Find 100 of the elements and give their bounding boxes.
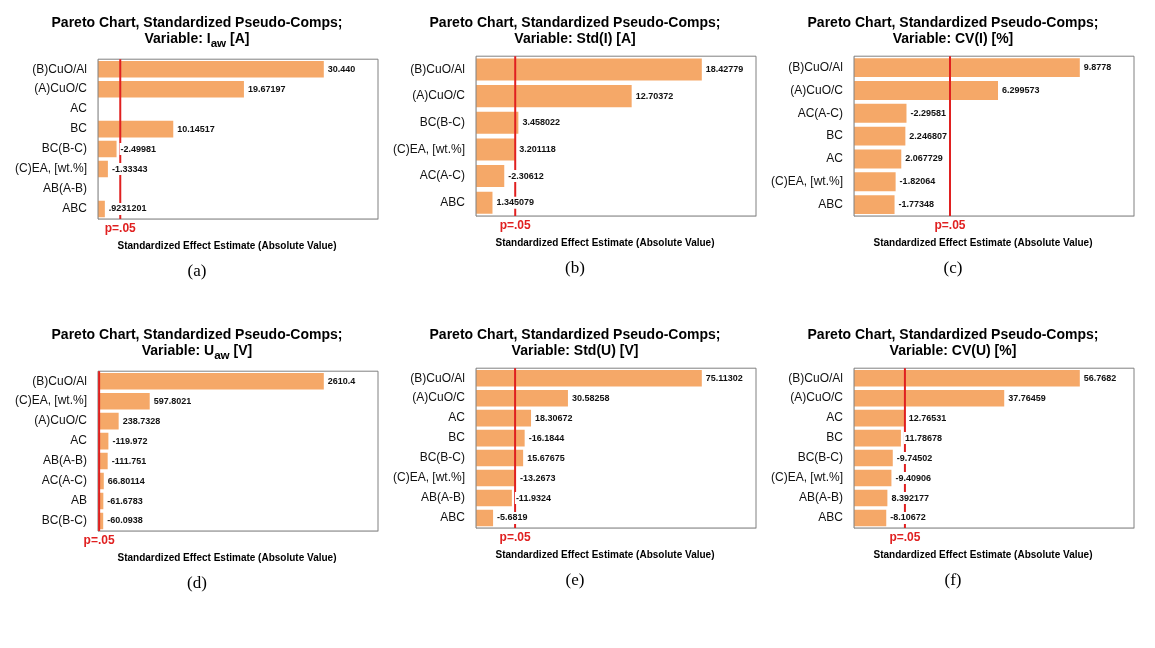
data-label: 597.8021 bbox=[153, 395, 192, 406]
y-tick-label: BC bbox=[826, 128, 844, 143]
bar bbox=[476, 409, 532, 427]
bar bbox=[476, 58, 702, 81]
bar bbox=[854, 80, 999, 100]
chart-title: Pareto Chart, Standardized Pseudo-Comps; bbox=[429, 14, 721, 30]
annotation: -111.751 bbox=[111, 455, 147, 466]
data-label: 3.201118 bbox=[519, 143, 556, 154]
chart-subtitle: Variable: Std(U) [V] bbox=[511, 342, 639, 358]
bar bbox=[476, 165, 505, 188]
chart-subtitle: Variable: CV(U) [%] bbox=[889, 342, 1017, 358]
chart-subtitle: Variable: U$_{aw}$ [V] bbox=[141, 342, 253, 361]
y-tick-label: (A)CuO/C bbox=[34, 81, 88, 96]
y-tick-label: AC bbox=[70, 433, 88, 448]
annotation: -8.10672 bbox=[890, 512, 926, 523]
y-tick-label: BC bbox=[448, 430, 466, 445]
y-tick-label: (B)CuO/Al bbox=[788, 59, 844, 74]
data-label: 18.30672 bbox=[535, 412, 573, 423]
data-label: 75.11302 bbox=[705, 372, 743, 383]
y-tick-label: (A)CuO/C bbox=[412, 88, 466, 103]
ref-line-label: p=.05 bbox=[83, 533, 115, 548]
ref-line-label: p=.05 bbox=[499, 530, 531, 545]
bar bbox=[476, 369, 702, 387]
chart-title: Pareto Chart, Standardized Pseudo-Comps; bbox=[51, 326, 343, 342]
y-tick-label: AC(A-C) bbox=[41, 473, 88, 488]
annotation: -119.972 bbox=[112, 435, 148, 446]
data-label: 30.440 bbox=[327, 63, 356, 74]
data-label: 6.299573 bbox=[1002, 84, 1040, 95]
bar bbox=[854, 149, 902, 169]
x-axis-title: Standardized Effect Estimate (Absolute Value) bbox=[494, 549, 715, 560]
bar bbox=[854, 172, 896, 192]
bar bbox=[476, 85, 632, 108]
data-label: 1.345079 bbox=[496, 197, 535, 208]
annotation: -1.33343 bbox=[111, 163, 148, 174]
data-label: 37.76459 bbox=[1008, 392, 1046, 403]
bar bbox=[476, 389, 568, 407]
bar bbox=[854, 449, 893, 467]
bar bbox=[854, 103, 907, 123]
annotation: -13.2673 bbox=[519, 472, 556, 483]
data-label: 12.70372 bbox=[635, 90, 674, 101]
annotation: -1.82064 bbox=[899, 176, 936, 187]
y-tick-label: AC bbox=[448, 410, 466, 425]
chart-subtitle: Variable: CV(I) [%] bbox=[892, 30, 1014, 46]
y-tick-label: AB(A-B) bbox=[42, 453, 88, 468]
y-tick-label: AC bbox=[70, 101, 88, 116]
y-tick-label: AC bbox=[826, 410, 844, 425]
text: (b) bbox=[565, 258, 585, 278]
ref-line-label: p=.05 bbox=[889, 530, 921, 545]
bar bbox=[98, 372, 324, 390]
text: (c) bbox=[943, 258, 963, 278]
bar bbox=[854, 126, 906, 146]
bar bbox=[476, 469, 516, 487]
y-tick-label: (A)CuO/C bbox=[790, 390, 844, 405]
y-tick-label: AB(A-B) bbox=[798, 490, 844, 505]
y-tick-label: AC(A-C) bbox=[419, 168, 466, 183]
bar bbox=[854, 389, 1005, 407]
text: (e) bbox=[565, 570, 585, 590]
ref-line-label: p=.05 bbox=[934, 218, 966, 233]
y-tick-label: (A)CuO/C bbox=[34, 413, 88, 428]
data-label: 238.7328 bbox=[122, 415, 161, 426]
chart-title: Pareto Chart, Standardized Pseudo-Comps; bbox=[807, 14, 1099, 30]
data-label: 9.8778 bbox=[1083, 62, 1112, 73]
bar bbox=[854, 469, 892, 487]
text: (f) bbox=[944, 570, 962, 590]
data-label: 2.067729 bbox=[905, 153, 943, 164]
bar bbox=[476, 138, 516, 161]
chart-subtitle: Variable: I$_{aw}$ [A] bbox=[144, 30, 250, 49]
data-label: 15.67675 bbox=[527, 452, 565, 463]
chart-title: Pareto Chart, Standardized Pseudo-Comps; bbox=[51, 14, 343, 30]
data-label: 11.78678 bbox=[904, 432, 942, 443]
bar bbox=[854, 409, 905, 427]
annotation: -60.0938 bbox=[107, 515, 143, 526]
y-tick-label: ABC bbox=[818, 196, 844, 211]
data-label: 12.76531 bbox=[908, 412, 947, 423]
annotation: -9.74502 bbox=[896, 452, 933, 463]
bar bbox=[98, 60, 324, 78]
y-tick-label: ABC bbox=[62, 201, 88, 216]
bar bbox=[476, 429, 525, 447]
annotation: -61.6783 bbox=[107, 495, 143, 506]
y-tick-label: AB(A-B) bbox=[42, 181, 88, 196]
data-label: 66.80114 bbox=[107, 475, 145, 486]
bar bbox=[98, 120, 174, 138]
bar bbox=[476, 509, 494, 527]
y-tick-label: (C)EA, [wt.%] bbox=[392, 470, 466, 485]
y-tick-label: AC(A-C) bbox=[797, 105, 844, 120]
y-tick-label: (C)EA, [wt.%] bbox=[14, 161, 88, 176]
bar bbox=[854, 58, 1080, 78]
data-label: .9231201 bbox=[108, 203, 147, 214]
bar bbox=[854, 429, 901, 447]
ref-line-label: p=.05 bbox=[104, 221, 137, 236]
bar bbox=[98, 392, 150, 410]
data-label: 10.14517 bbox=[177, 123, 215, 134]
y-tick-label: ABC bbox=[440, 195, 466, 209]
chart-title: Pareto Chart, Standardized Pseudo-Comps; bbox=[807, 326, 1099, 342]
bar bbox=[476, 449, 524, 467]
data-label: 8.392177 bbox=[891, 492, 929, 503]
x-axis-title: Standardized Effect Estimate (Absolute Value) bbox=[116, 239, 337, 251]
annotation: -16.1844 bbox=[528, 432, 565, 443]
x-axis-title: Standardized Effect Estimate (Absolute Value) bbox=[116, 551, 337, 563]
annotation: -2.30612 bbox=[508, 170, 544, 181]
